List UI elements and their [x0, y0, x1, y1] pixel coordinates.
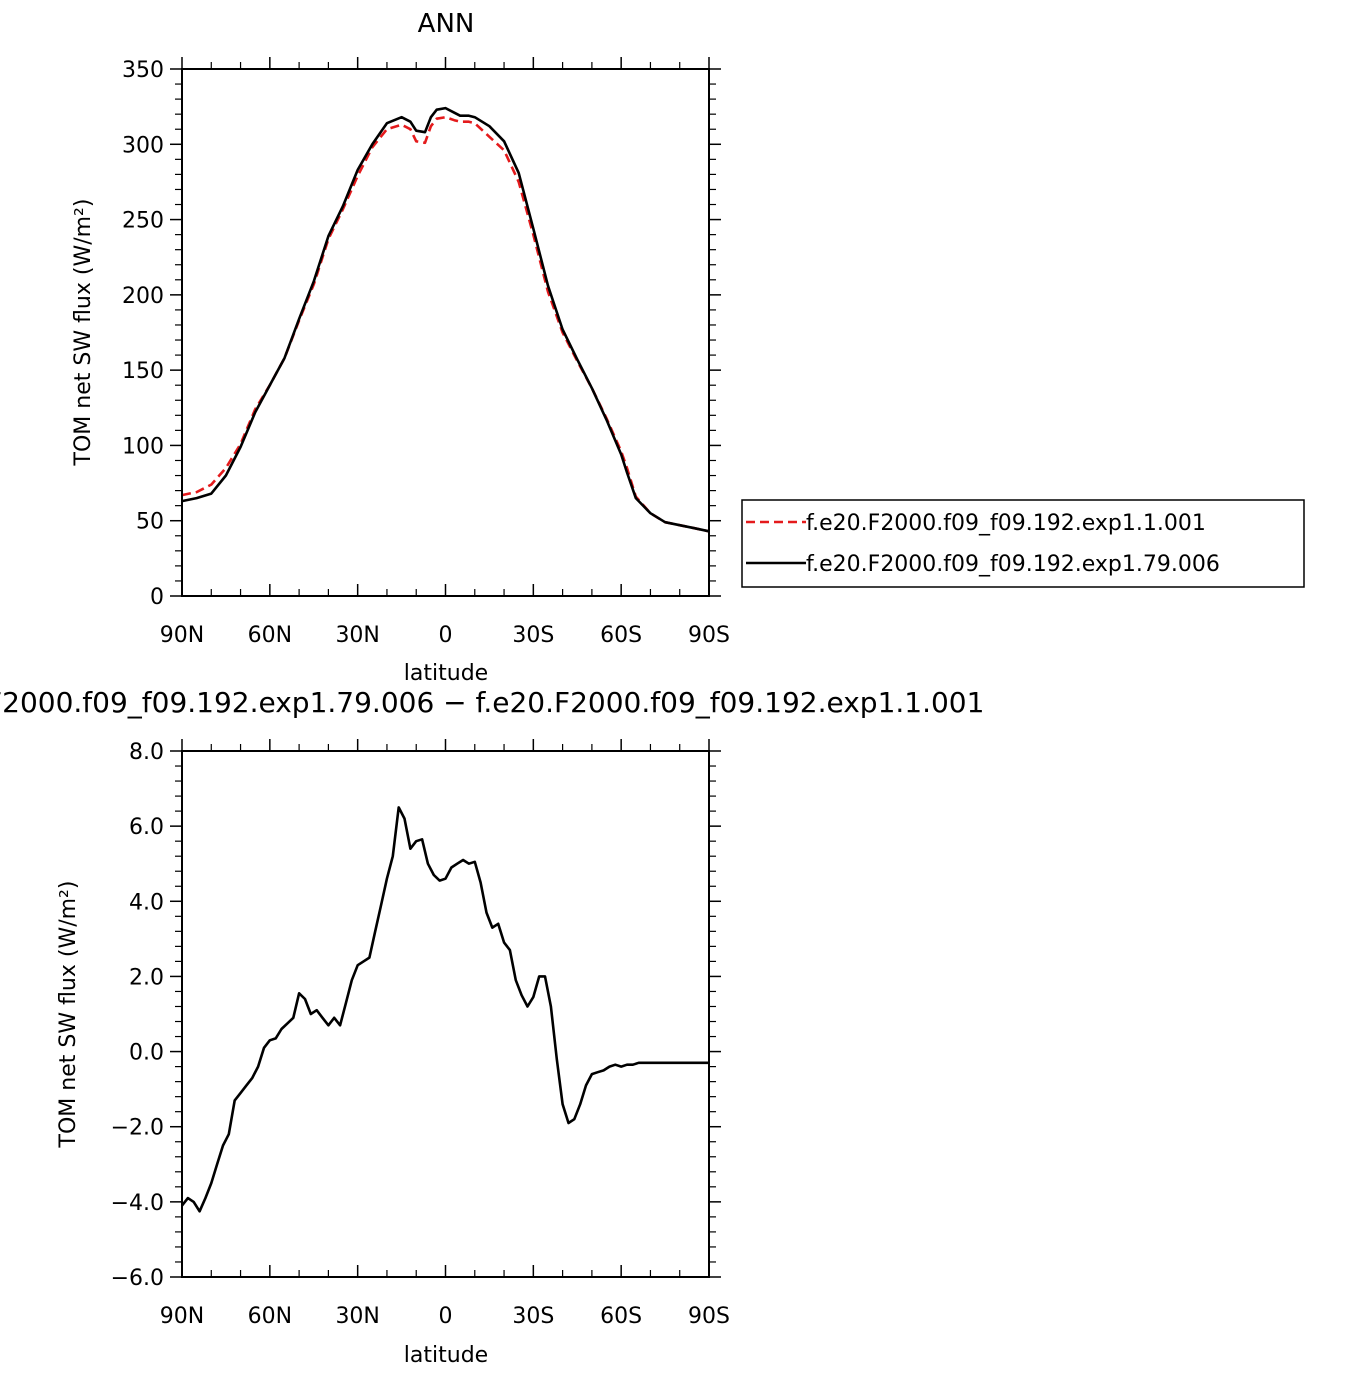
bottom-ytick-label: 4.0 [129, 890, 164, 915]
top-xtick-label: 60S [600, 623, 642, 648]
bottom-ytick-label: −2.0 [111, 1116, 164, 1141]
top-series-line-2 [181, 106, 710, 533]
top-ytick-label: 200 [122, 284, 164, 309]
top-ytick-label: 0 [150, 585, 164, 610]
legend: f.e20.F2000.f09_f09.192.exp1.1.001 f.e20… [741, 499, 1305, 588]
bottom-ytick-label: 2.0 [129, 965, 164, 990]
bottom-xlabel: latitude [404, 1343, 488, 1368]
bottom-ytick-label: 0.0 [129, 1041, 164, 1066]
bottom-panel: f.e20.F2000.f09_f09.192.exp1.79.006 − f.… [0, 686, 984, 1368]
bottom-ytick-label: 6.0 [129, 815, 164, 840]
top-panel: ANN 90N 60N 30N 0 30S 60S 90S 0 50 100 150 200 250 30… [71, 9, 730, 686]
top-xlabel: latitude [404, 661, 488, 686]
top-ytick-label: 50 [136, 510, 164, 535]
legend-label-series-1: f.e20.F2000.f09_f09.192.exp1.1.001 [806, 511, 1206, 536]
top-title: ANN [418, 9, 475, 39]
legend-label-series-2: f.e20.F2000.f09_f09.192.exp1.79.006 [806, 552, 1220, 577]
bottom-xtick-label: 30N [335, 1304, 379, 1329]
top-xtick-label: 60N [248, 623, 292, 648]
top-xtick-label: 90N [160, 623, 204, 648]
top-plot-frame [181, 68, 710, 597]
top-series-line-1 [181, 115, 710, 533]
bottom-xtick-label: 60S [600, 1304, 642, 1329]
bottom-plot-frame [181, 750, 710, 1278]
top-ytick-label: 300 [122, 133, 164, 158]
bottom-xtick-label: 0 [439, 1304, 453, 1329]
bottom-ylabel: TOM net SW flux (W/m²) [56, 881, 81, 1149]
bottom-plot-area: 90N 60N 30N 0 30S 60S 90S −6.0 −4.0 −2.0 0.0 2.0 4.0… [111, 739, 730, 1329]
top-xtick-label: 0 [439, 623, 453, 648]
bottom-xtick-label: 30S [512, 1304, 554, 1329]
bottom-ytick-label: −6.0 [111, 1266, 164, 1291]
top-ytick-label: 150 [122, 359, 164, 384]
bottom-ytick-label: 8.0 [129, 740, 164, 765]
top-ytick-label: 100 [122, 434, 164, 459]
bottom-ytick-label: −4.0 [111, 1191, 164, 1216]
top-ytick-label: 350 [122, 58, 164, 83]
top-plot-area: 90N 60N 30N 0 30S 60S 90S 0 50 100 150 200 250 300 350 [122, 57, 730, 648]
bottom-xtick-label: 90N [160, 1304, 204, 1329]
top-xtick-label: 30N [335, 623, 379, 648]
bottom-title: f.e20.F2000.f09_f09.192.exp1.79.006 − f.… [0, 686, 984, 719]
bottom-xtick-label: 90S [688, 1304, 730, 1329]
top-ylabel: TOM net SW flux (W/m²) [71, 199, 96, 467]
legend-box [741, 499, 1305, 588]
bottom-series-line-1 [180, 806, 709, 1213]
bottom-xtick-label: 60N [248, 1304, 292, 1329]
top-ytick-label: 250 [122, 209, 164, 234]
top-xtick-label: 30S [512, 623, 554, 648]
top-xtick-label: 90S [688, 623, 730, 648]
